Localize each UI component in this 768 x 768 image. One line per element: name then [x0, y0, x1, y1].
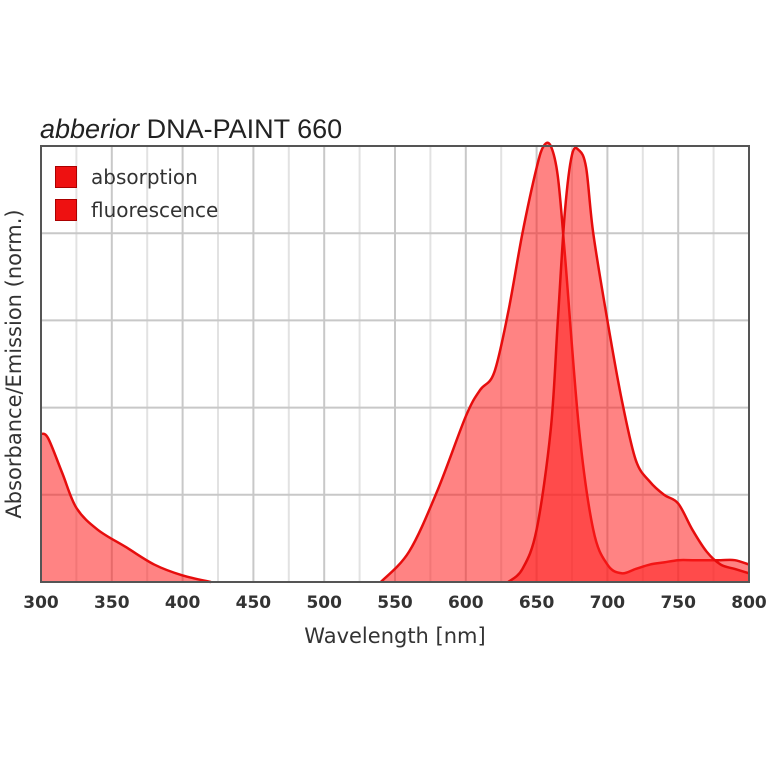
y-axis-label: Absorbance/Emission (norm.): [2, 209, 26, 519]
x-axis-label: Wavelength [nm]: [304, 624, 486, 648]
plot-frame: [40, 145, 750, 583]
x-tick-label: 500: [306, 593, 342, 613]
title-product: DNA-PAINT 660: [146, 114, 343, 144]
x-tick-label: 700: [589, 593, 626, 613]
chart-title: abberior DNA-PAINT 660: [40, 114, 342, 145]
legend-item-fluorescence: fluorescence: [55, 193, 218, 226]
spectrum-areas: [40, 141, 750, 584]
legend: absorption fluorescence: [55, 160, 218, 226]
x-tick-label: 650: [518, 593, 555, 613]
x-tick-label: 800: [731, 593, 767, 613]
x-tick-label: 350: [94, 593, 130, 613]
legend-item-absorption: absorption: [55, 160, 218, 193]
fluorescence-swatch-icon: [55, 198, 77, 221]
x-tick-label: 400: [164, 593, 201, 613]
absorption-area: [41, 433, 211, 582]
absorption-line: [40, 432, 212, 584]
legend-label: absorption: [91, 164, 198, 189]
x-tick-label: 550: [377, 593, 413, 613]
fluorescence-area: [508, 147, 749, 582]
title-brand: abberior: [40, 114, 140, 144]
x-tick-label: 750: [660, 593, 696, 613]
absorption-swatch-icon: [55, 165, 77, 188]
x-tick-label: 300: [23, 593, 59, 613]
x-tick-label: 600: [448, 593, 484, 613]
x-tick-label: 450: [235, 593, 272, 613]
fluorescence-line: [507, 146, 750, 583]
legend-label: fluorescence: [91, 197, 219, 222]
